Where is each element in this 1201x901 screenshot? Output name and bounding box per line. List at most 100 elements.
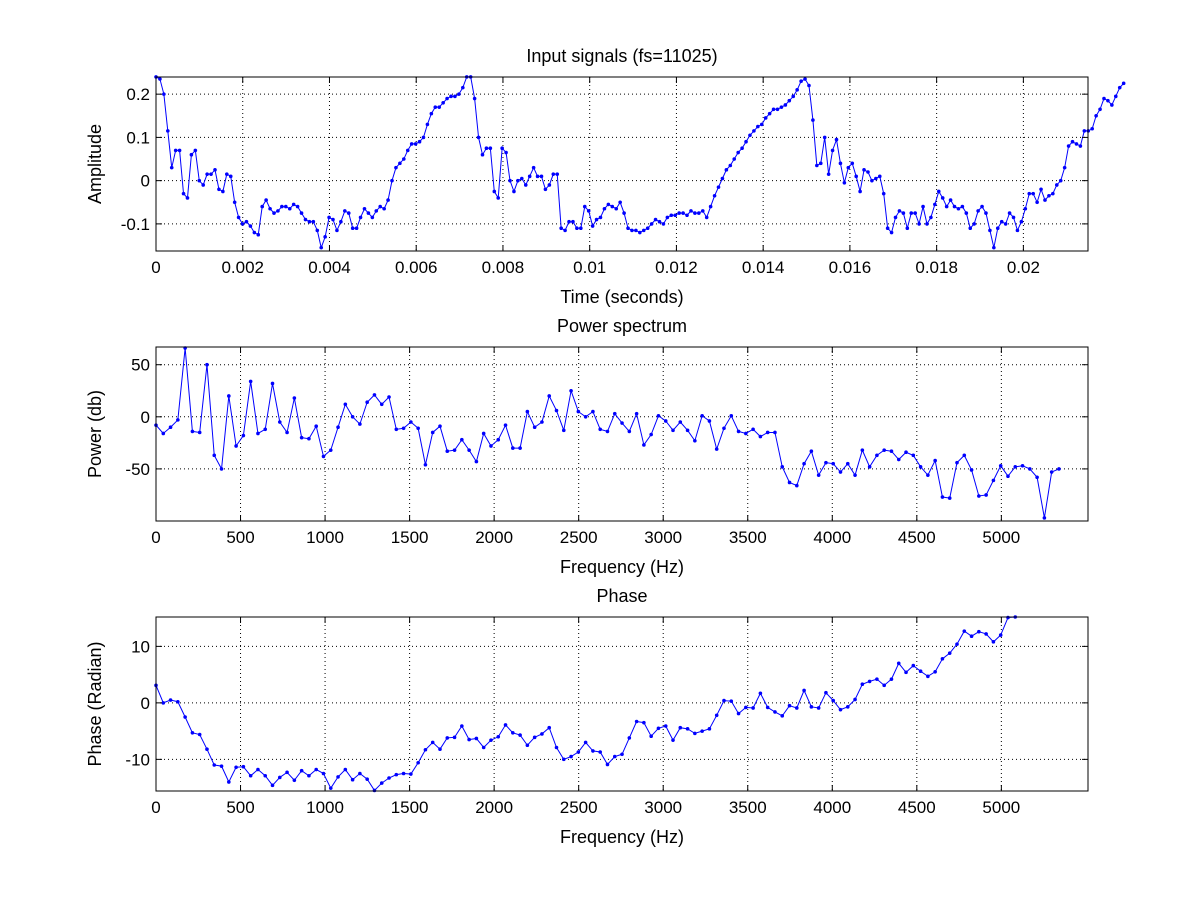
input-signal-data-point (527, 174, 532, 179)
input-signal-data-point (339, 219, 343, 224)
power-spectrum-data-point (401, 426, 406, 431)
input-signal-data-point (158, 77, 162, 81)
input-signal-data-point (1113, 94, 1118, 99)
phase-data-point (744, 705, 748, 710)
input-signal-data-point (811, 118, 815, 122)
phase-data-point (831, 698, 836, 703)
phase-xtick-label: 2000 (475, 798, 513, 817)
phase-data-point (758, 691, 763, 696)
power-spectrum-data-point (809, 449, 814, 453)
power-spectrum-data-point (438, 424, 442, 428)
power-spectrum-data-point (299, 435, 304, 440)
power-spectrum-axes-box (155, 346, 1089, 522)
power-spectrum-data-point (940, 495, 945, 499)
input-signal-data-point (280, 204, 284, 209)
power-spectrum-data-point (285, 430, 289, 435)
power-spectrum-data-point (591, 409, 595, 414)
input-signal-data-point (268, 206, 272, 211)
power-spectrum-data-point (474, 459, 479, 464)
phase-data-point (634, 719, 639, 724)
phase-data-point (350, 777, 355, 782)
phase-data-point (285, 770, 289, 775)
phase-data-point (292, 778, 297, 783)
input-signal-data-point (535, 174, 540, 179)
power-spectrum-data-point (780, 465, 785, 469)
input-signal-data-point (1094, 113, 1098, 118)
input-signal-data-point (897, 209, 902, 213)
power-spectrum-data-point (627, 429, 632, 434)
input-signal-data-point (370, 215, 375, 220)
phase-data-point (926, 674, 930, 679)
phase-data-point (707, 727, 712, 731)
input-signal-data-point (441, 101, 445, 105)
input-signal-xtick-label: 0.002 (221, 258, 264, 277)
input-signal-data-point (630, 228, 634, 233)
input-signal-data-point (681, 211, 685, 215)
power-spectrum-data-point (321, 454, 326, 459)
power-spectrum-data-point (263, 427, 268, 432)
input-signal-data-point (732, 157, 737, 161)
input-signal-data-point (783, 103, 788, 107)
power-spectrum-xtick-label: 1500 (391, 528, 429, 547)
input-signal-data-point (520, 176, 524, 181)
input-signal-data-point (960, 204, 965, 209)
phase-data-point (248, 773, 253, 778)
input-signal-data-point (618, 200, 622, 205)
input-signal-data-point (724, 168, 729, 172)
input-signal-data-point (940, 196, 945, 200)
power-spectrum-data-point (561, 428, 566, 433)
input-signal-data-point (830, 148, 835, 153)
power-spectrum-data-point (962, 453, 967, 458)
power-spectrum-data-point (882, 448, 886, 452)
phase-xtick-label: 3500 (729, 798, 767, 817)
input-signal-data-point (964, 211, 969, 215)
input-signal-data-point (386, 198, 390, 202)
input-signal-data-point (335, 228, 339, 233)
phase-data-point (620, 752, 624, 757)
input-signal-data-point (720, 176, 725, 181)
input-signal-data-point (539, 174, 544, 179)
input-signal-data-point (775, 107, 780, 112)
input-signal-data-point (343, 209, 347, 213)
phase-data-point (554, 745, 559, 750)
phase-data-point (241, 764, 246, 769)
power-spectrum-data-point (765, 430, 770, 435)
phase-data-point (183, 715, 187, 719)
input-signal-data-point (929, 215, 933, 220)
input-signal-data-point (559, 226, 563, 231)
power-spectrum-data-point (168, 425, 173, 430)
input-signal-data-point (551, 172, 556, 176)
power-spectrum-data-point (430, 430, 435, 435)
phase-data-point (867, 679, 872, 684)
input-signal-data-point (1078, 144, 1083, 148)
power-spectrum-data-point (853, 473, 857, 477)
input-signal-axes-box (155, 76, 1089, 252)
phase-data-point (795, 706, 799, 710)
input-signal-data-point (1027, 191, 1032, 196)
power-spectrum-data-point (795, 483, 799, 488)
power-spectrum-data-point (947, 496, 952, 500)
power-spectrum-data-point (802, 461, 806, 466)
phase-data-point (612, 754, 617, 759)
input-signal-data-point (787, 98, 792, 103)
input-signal-data-point (1058, 178, 1063, 183)
power-spectrum-data-point (161, 431, 166, 436)
input-signal-data-point (197, 178, 202, 183)
input-signal-data-point (162, 92, 166, 96)
input-signal-data-point (634, 228, 638, 233)
power-spectrum-data-point (379, 402, 384, 407)
input-signal-data-point (221, 189, 225, 194)
power-spectrum-data-point (256, 431, 260, 436)
input-signal-data-point (661, 222, 666, 226)
phase-axes-box (155, 616, 1089, 792)
input-signal-ytick-label: 0 (141, 172, 150, 191)
power-spectrum-data-point (663, 419, 668, 423)
input-signal-data-point (476, 135, 481, 140)
power-spectrum-xtick-label: 2000 (475, 528, 513, 547)
input-signal-data-point (752, 129, 756, 133)
power-spectrum-data-point (394, 427, 399, 432)
phase-data-point (969, 634, 974, 639)
phase-data-point (838, 707, 843, 712)
input-signal-data-point (870, 178, 874, 183)
input-signal-data-point (225, 172, 229, 176)
